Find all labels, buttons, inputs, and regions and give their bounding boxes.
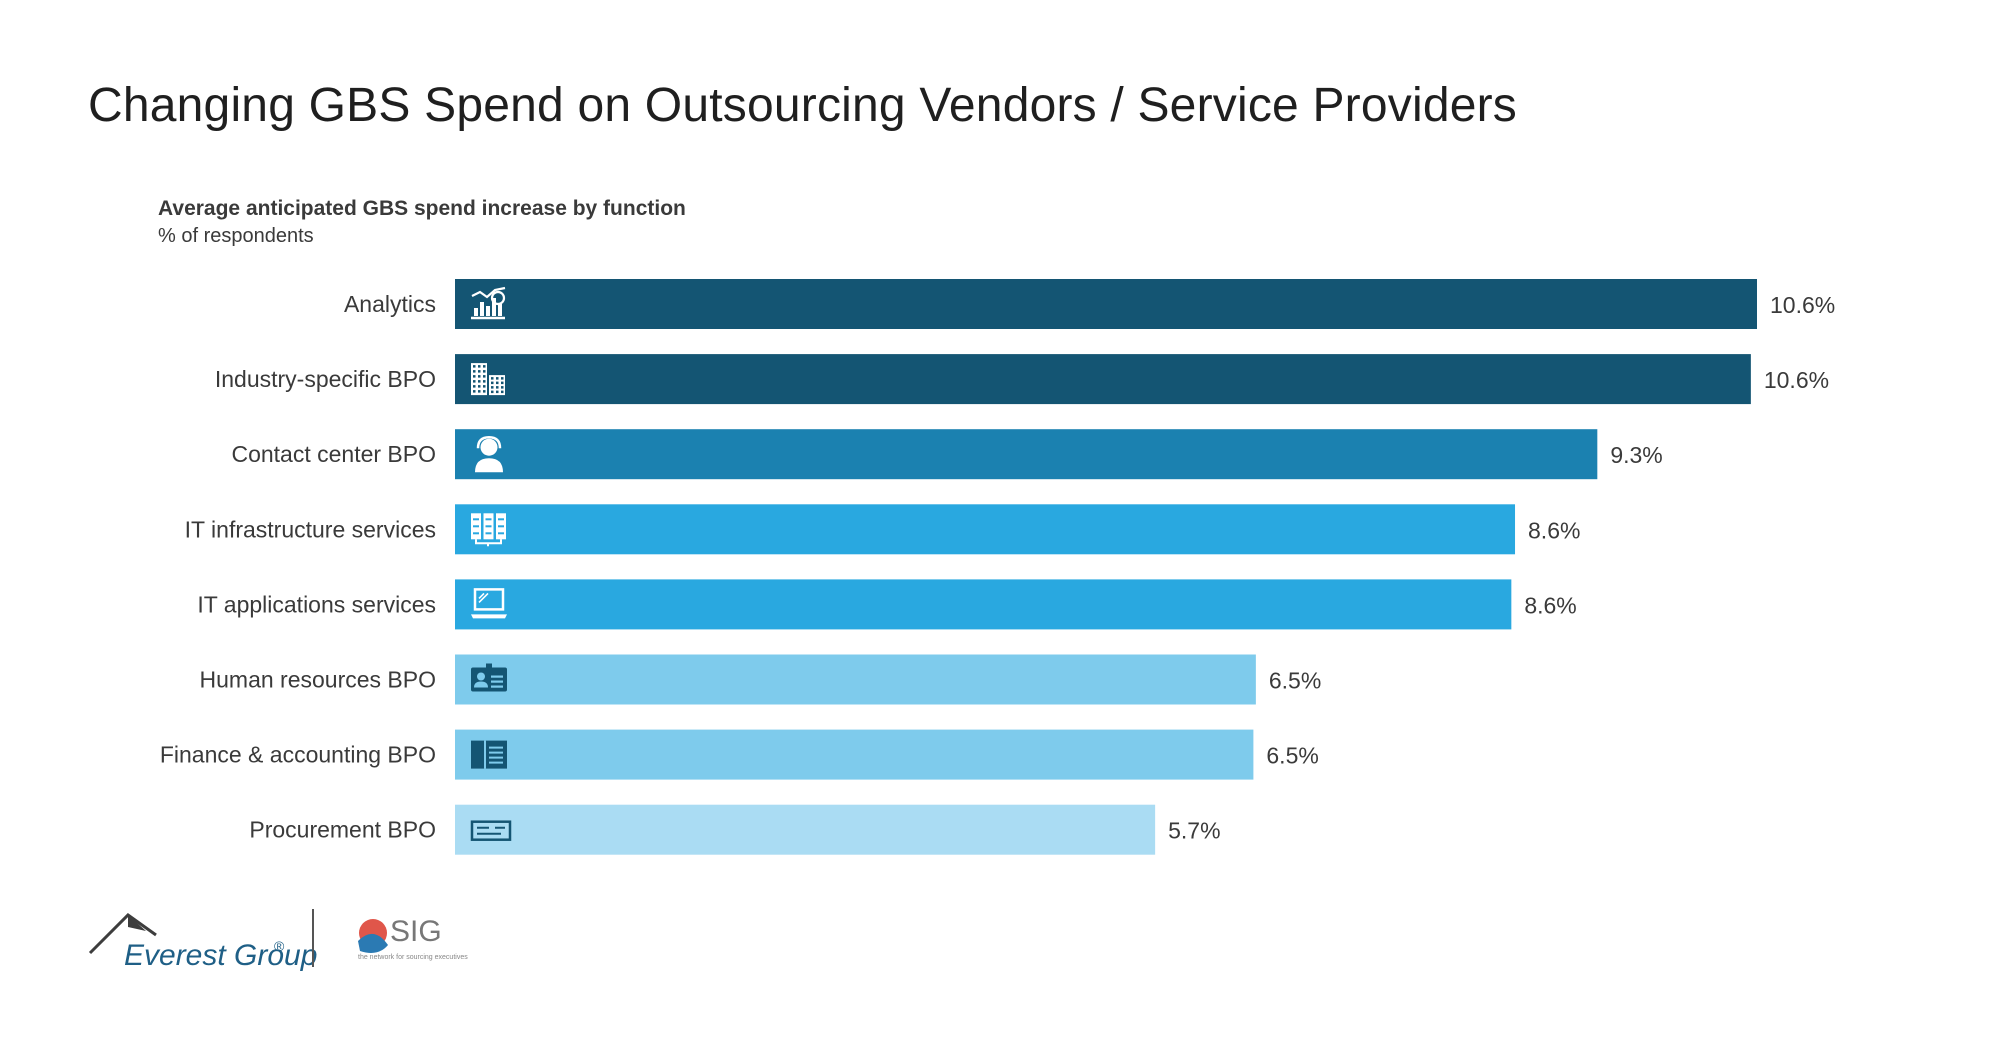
chart-title: Average anticipated GBS spend increase b…: [158, 197, 686, 220]
cheque-icon: [470, 820, 512, 841]
id-card-icon: [471, 663, 507, 692]
bar-5: [455, 579, 1512, 630]
everest-logo-text: Everest Group: [124, 939, 317, 972]
value-label: 10.6%: [1770, 292, 1835, 318]
ledger-icon: [471, 740, 507, 769]
value-label: 6.5%: [1269, 668, 1321, 694]
analytics-icon: [471, 286, 506, 320]
laptop-icon: [471, 588, 507, 619]
value-label: 8.6%: [1524, 592, 1576, 618]
category-label: Human resources BPO: [200, 667, 436, 693]
headset-agent-icon: [475, 435, 503, 473]
bar-2: [455, 354, 1751, 405]
sig-tagline: the network for sourcing executives: [358, 954, 468, 961]
category-label: Contact center BPO: [231, 441, 436, 467]
category-label: IT infrastructure services: [185, 516, 436, 542]
buildings-icon: [471, 363, 505, 396]
bar-8: [455, 804, 1156, 855]
sig-logo: SIG the network for sourcing executives: [358, 915, 468, 961]
chart-subtitle: % of respondents: [158, 225, 314, 247]
category-label: Finance & accounting BPO: [160, 742, 436, 768]
value-label: 8.6%: [1528, 517, 1580, 543]
bar-6: [455, 654, 1256, 705]
value-label: 6.5%: [1266, 743, 1318, 769]
value-label: 9.3%: [1610, 442, 1662, 468]
category-label: Industry-specific BPO: [215, 366, 436, 392]
everest-group-logo: Everest Group ®: [88, 913, 317, 972]
everest-logo-mark: ®: [274, 938, 285, 954]
sig-logo-text: SIG: [390, 915, 442, 948]
bar-4: [455, 504, 1516, 555]
value-label: 5.7%: [1168, 818, 1220, 844]
page-title: Changing GBS Spend on Outsourcing Vendor…: [88, 79, 1517, 132]
category-label: IT applications services: [197, 591, 436, 617]
value-label: 10.6%: [1764, 367, 1829, 393]
category-label: Procurement BPO: [249, 817, 436, 843]
category-label: Analytics: [344, 291, 436, 317]
bar-7: [455, 729, 1254, 780]
servers-icon: [471, 513, 506, 547]
bar-3: [455, 429, 1598, 480]
bar-chart: Analytics 10.6% Industry-specific BPO 10.6%…: [160, 279, 1835, 855]
footer-logos: Everest Group ® SIG the network for sour…: [88, 909, 468, 972]
bar-1: [455, 279, 1757, 329]
